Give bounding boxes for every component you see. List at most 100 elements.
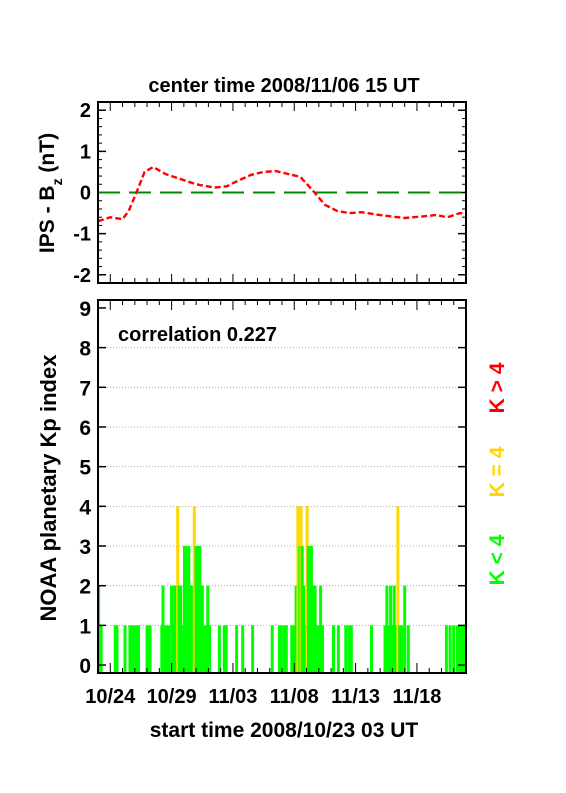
kp-bar [190,585,194,673]
kp-bar [164,625,168,673]
kp-bar [179,585,183,673]
kp-bar [188,585,192,673]
kp-bar [235,625,239,673]
kp-bar [460,625,464,673]
kp-bar [332,625,335,673]
kp-bar [115,625,119,673]
kp-bar [347,625,351,673]
kp-bar [400,625,404,673]
kp-bar [217,625,221,673]
kp-bar [222,625,226,673]
kp-x-tick-label: 11/13 [331,686,380,708]
kp-bar [394,625,398,673]
bz-y-tick-label: -2 [73,265,91,287]
kp-bar [284,625,288,673]
kp-bars [97,506,466,673]
kp-bar [206,585,210,673]
kp-bar [308,625,312,673]
bz-y-tick-label: -1 [73,224,91,246]
kp-bar [385,585,389,673]
bz-series-line [97,165,467,223]
bz-plot-frame [97,101,467,284]
kp-bar [137,625,140,673]
kp-bar [224,625,228,673]
kp-bar [177,585,181,673]
kp-bar [134,625,138,673]
kp-bar [167,625,170,673]
kp-legend: K > 4 K = 4 K < 4 [486,362,509,585]
kp-y-tick-labels: 9 8 7 6 5 4 3 2 1 0 [79,298,91,678]
correlation-annotation: correlation 0.227 [118,324,277,346]
kp-bar [452,625,456,673]
kp-x-tick-label: 10/29 [147,686,197,708]
kp-y-tick-label: 2 [79,576,91,599]
kp-y-tick-label: 3 [79,536,91,559]
kp-y-tick-label: 4 [79,496,91,519]
kp-x-tick-label: 11/03 [208,686,257,708]
kp-bar [303,625,307,673]
kp-bar [383,625,387,673]
kp-bar [311,585,315,673]
kp-bar [200,585,204,673]
kp-bar [202,625,206,673]
kp-bar [390,625,394,673]
kp-bar [113,625,117,673]
kp-x-tick-label: 10/24 [85,686,136,708]
kp-bar [309,546,313,673]
kp-bar [403,585,407,673]
bz-y-tick-label: 2 [80,100,91,122]
kp-bar [370,625,373,673]
kp-bar [389,585,393,673]
kp-ylabel: NOAA planetary Kp index [36,354,61,622]
kp-bar [387,625,391,673]
kp-bar [349,625,353,673]
kp-bar [296,506,300,673]
kp-bar [315,625,319,673]
bz-ylabel: IPS - Bz (nT) [36,133,65,253]
kp-y-tick-label: 6 [79,417,91,440]
kp-bar [313,585,317,673]
kp-y-tick-label: 1 [79,615,91,638]
bz-ylabel-sub: z [49,178,65,185]
kp-bar [185,585,189,673]
bz-title: center time 2008/11/06 15 UT [148,75,419,97]
bz-ylabel-unit: (nT) [36,133,59,178]
kp-xlabel: start time 2008/10/23 03 UT [150,719,419,742]
bz-ylabel-main: IPS - B [36,185,59,253]
kp-gridlines [98,347,466,626]
kp-legend-entry: K > 4 [486,362,509,413]
kp-bar [278,625,281,673]
kp-bar [455,625,459,673]
kp-bar [344,625,348,673]
kp-bar [336,625,340,673]
kp-bar [306,546,310,673]
kp-bar [99,625,103,673]
kp-bar [448,625,452,673]
kp-y-tick-label: 7 [79,377,91,400]
kp-bar [204,625,208,673]
kp-bar [192,506,196,673]
kp-y-tick-label: 8 [79,338,91,361]
kp-panel: NOAA planetary Kp index 9 8 7 6 5 4 3 2 1 0 10/24… [36,298,509,742]
kp-bar [319,585,323,673]
kp-bar [161,585,165,673]
kp-y-tick-label: 9 [79,298,91,321]
kp-bar [392,585,396,673]
kp-bar [148,625,152,673]
kp-bar [270,625,274,673]
kp-bar [302,585,305,673]
kp-bar [241,625,245,673]
kp-legend-entry: K < 4 [486,534,509,585]
bz-y-tick-label: 1 [80,141,91,163]
kp-bar [290,625,294,673]
kp-bar [170,585,174,673]
kp-bar [279,625,283,673]
bz-panel: center time 2008/11/06 15 UT IPS - Bz (n… [36,75,467,287]
kp-y-tick-label: 0 [79,655,91,678]
kp-bar [462,625,466,673]
kp-x-tick-labels: 10/24 10/29 11/03 11/08 11/13 11/18 [85,686,441,708]
kp-bar [396,506,400,673]
kp-bar [321,625,324,673]
kp-bar [123,625,127,673]
